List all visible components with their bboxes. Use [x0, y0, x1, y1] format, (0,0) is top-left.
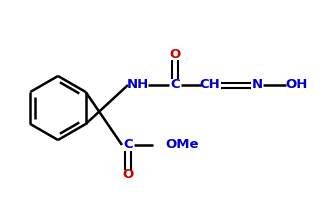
Text: N: N — [251, 79, 263, 92]
Text: C: C — [123, 138, 133, 151]
Text: OH: OH — [286, 79, 308, 92]
Text: O: O — [122, 168, 134, 181]
Text: C: C — [170, 79, 180, 92]
Text: OMe: OMe — [165, 138, 199, 151]
Text: NH: NH — [127, 79, 149, 92]
Text: O: O — [169, 49, 181, 62]
Text: CH: CH — [200, 79, 220, 92]
